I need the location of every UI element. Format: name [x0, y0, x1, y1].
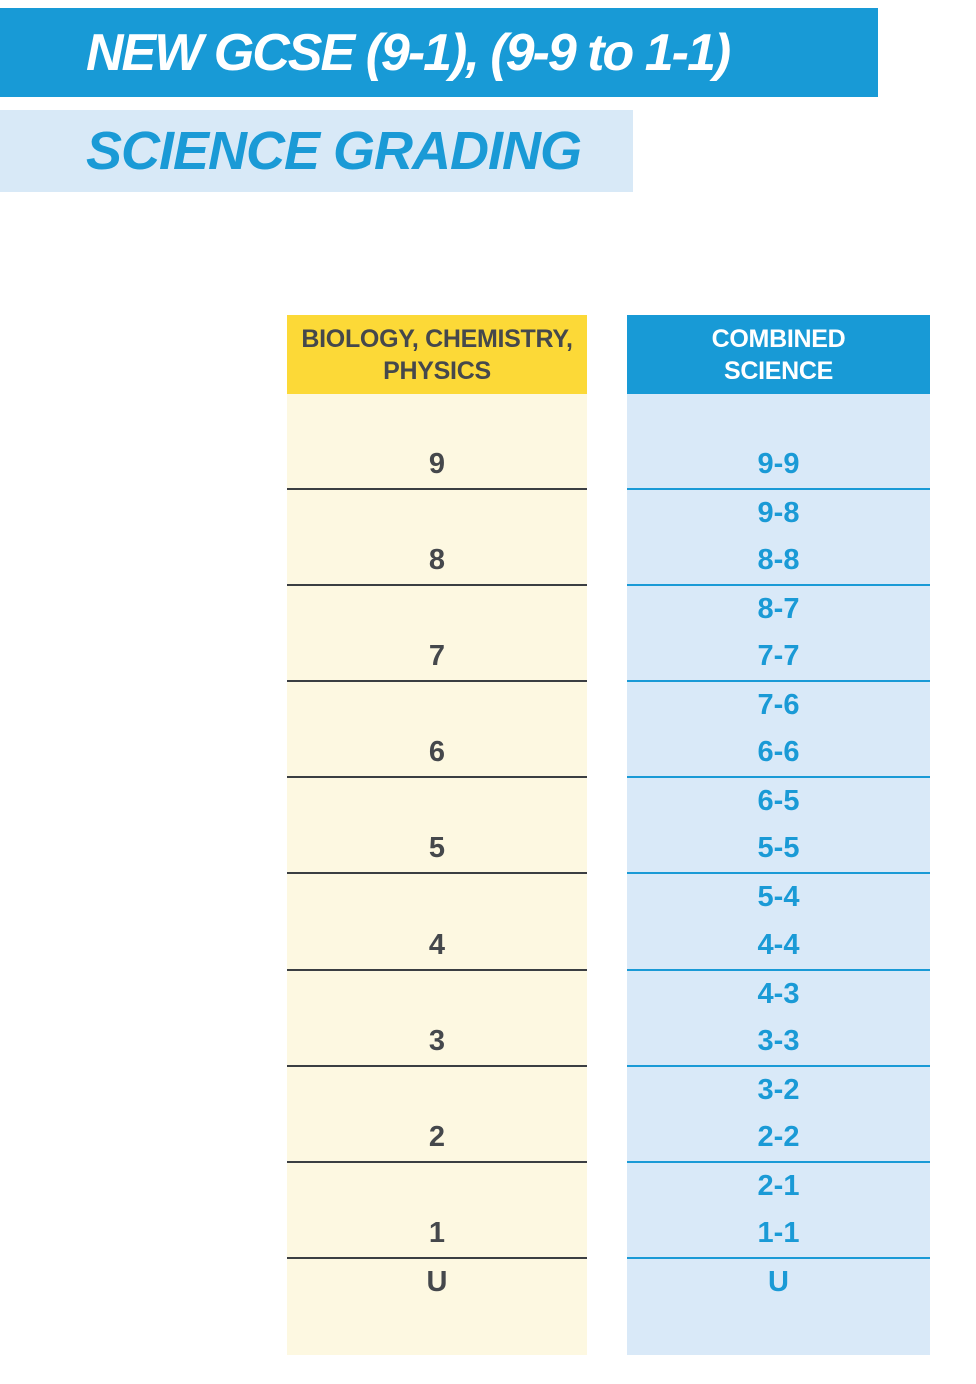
grade-section: 3: [287, 971, 587, 1067]
subtitle-banner: SCIENCE GRADING: [0, 110, 633, 192]
single-science-grade: [287, 1307, 587, 1355]
combined-science-grade: 1-1: [757, 1216, 800, 1249]
single-science-grade: 9: [428, 448, 446, 481]
grade-section: 7-6 6-6: [627, 682, 930, 779]
grade-section: U: [627, 1259, 930, 1355]
single-science-grade: 4: [428, 928, 446, 961]
grade-section: 1: [287, 1163, 587, 1259]
combined-science-grade: [627, 394, 930, 441]
grade-section: 2-1 1-1: [627, 1163, 930, 1259]
single-science-grade: 6: [428, 736, 446, 769]
grade-section: 5: [287, 778, 587, 875]
grade-section: 4-3 3-3: [627, 971, 930, 1067]
combined-science-grade: 9-8: [757, 497, 800, 530]
single-science-grade: [287, 394, 587, 441]
combined-science-grade: 3-2: [757, 1073, 800, 1106]
grade-section: 2: [287, 1067, 587, 1163]
title-banner-text: NEW GCSE (9-1), (9-9 to 1-1): [86, 23, 731, 82]
single-science-grade: [287, 778, 587, 825]
grade-section: 4: [287, 874, 587, 971]
combined-science-grade: 3-3: [757, 1024, 800, 1057]
subtitle-banner-text: SCIENCE GRADING: [86, 121, 582, 181]
grade-section: U: [287, 1259, 587, 1355]
combined-science-header: COMBINED SCIENCE: [627, 315, 930, 394]
title-banner: NEW GCSE (9-1), (9-9 to 1-1): [0, 8, 878, 97]
grade-section: 8-7 7-7: [627, 586, 930, 683]
single-science-grade: U: [426, 1266, 448, 1299]
grade-section: 5-4 4-4: [627, 874, 930, 971]
combined-science-body: 9-9 9-8 8-8 8-7 7-7 7-6 6-6 6-5 5-5 5-4 …: [627, 394, 930, 1355]
single-science-header-line1: BIOLOGY, CHEMISTRY,: [301, 324, 573, 353]
combined-science-header-line1: COMBINED: [711, 324, 846, 353]
grade-section: 7: [287, 586, 587, 683]
combined-science-header-line2: SCIENCE: [723, 356, 834, 385]
single-science-grade: [287, 1067, 587, 1114]
single-science-grade: [287, 1163, 587, 1210]
combined-science-grade: U: [768, 1266, 789, 1299]
single-science-grade: [287, 971, 587, 1018]
combined-science-grade: 4-4: [757, 928, 800, 961]
single-science-grade: [287, 586, 587, 633]
single-science-grade: [287, 490, 587, 537]
grade-section: 9-9: [627, 394, 930, 491]
combined-science-grade: 8-7: [757, 593, 800, 626]
single-science-grade: 8: [428, 544, 446, 577]
single-science-grade: [287, 682, 587, 729]
single-science-grade: 3: [428, 1024, 446, 1057]
single-science-grade: 5: [428, 832, 446, 865]
single-science-grade: 1: [428, 1216, 446, 1249]
grade-section: 6-5 5-5: [627, 778, 930, 875]
combined-science-grade: 5-5: [757, 832, 800, 865]
combined-science-grade: 7-7: [757, 640, 800, 673]
grade-section: 6: [287, 682, 587, 779]
single-science-body: 9 8 7 6 5 4 3: [287, 394, 587, 1355]
combined-science-grade: 2-2: [757, 1120, 800, 1153]
combined-science-column: COMBINED SCIENCE 9-9 9-8 8-8 8-7 7-7 7-6…: [627, 315, 930, 1355]
grade-section: 3-2 2-2: [627, 1067, 930, 1163]
grade-section: 9-8 8-8: [627, 490, 930, 587]
single-science-header: BIOLOGY, CHEMISTRY, PHYSICS: [287, 315, 587, 394]
combined-science-grade: 9-9: [757, 448, 800, 481]
combined-science-grade: 6-6: [757, 736, 800, 769]
combined-science-grade: 4-3: [757, 977, 800, 1010]
single-science-grade: 7: [428, 640, 446, 673]
single-science-grade: 2: [428, 1120, 446, 1153]
grade-section: 8: [287, 490, 587, 587]
combined-science-grade: 7-6: [757, 689, 800, 722]
single-science-column: BIOLOGY, CHEMISTRY, PHYSICS 9 8 7 6: [287, 315, 587, 1355]
single-science-grade: [287, 874, 587, 921]
combined-science-grade: 6-5: [757, 785, 800, 818]
combined-science-grade: 5-4: [757, 881, 800, 914]
combined-science-grade: 2-1: [757, 1169, 800, 1202]
combined-science-grade: 8-8: [757, 544, 800, 577]
single-science-header-line2: PHYSICS: [383, 356, 491, 385]
combined-science-grade: [627, 1307, 930, 1355]
grade-section: 9: [287, 394, 587, 491]
